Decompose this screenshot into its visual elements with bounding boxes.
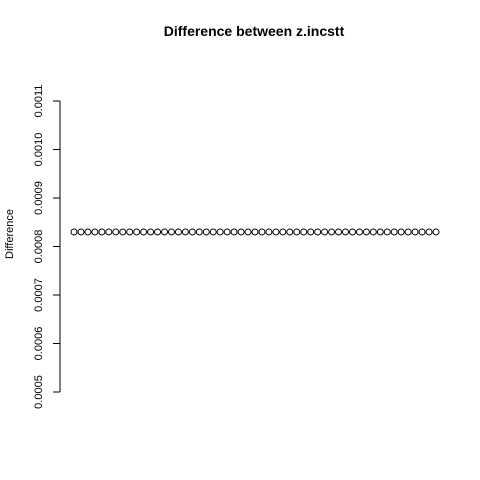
- data-point: [174, 228, 182, 236]
- data-point: [84, 228, 92, 236]
- data-point: [230, 228, 238, 236]
- data-point: [167, 228, 175, 236]
- data-point: [105, 228, 113, 236]
- data-point: [348, 228, 356, 236]
- data-point: [195, 228, 203, 236]
- data-point: [293, 228, 301, 236]
- data-point: [147, 228, 155, 236]
- data-point: [265, 228, 273, 236]
- data-point: [202, 228, 210, 236]
- data-point: [258, 228, 266, 236]
- data-point: [216, 228, 224, 236]
- data-point: [390, 228, 398, 236]
- data-point: [119, 228, 127, 236]
- data-point: [251, 228, 259, 236]
- y-axis-label: Difference: [4, 209, 16, 259]
- data-point: [432, 228, 440, 236]
- y-tick-label: 0.0007: [33, 278, 45, 312]
- y-tick-label: 0.0009: [33, 181, 45, 215]
- data-point: [342, 228, 349, 236]
- data-point: [91, 228, 99, 236]
- data-point: [418, 228, 426, 236]
- y-tick-label: 0.0008: [33, 230, 45, 264]
- data-point: [321, 228, 329, 236]
- data-point: [362, 228, 370, 236]
- data-point: [383, 228, 391, 236]
- data-point: [161, 228, 168, 236]
- data-point: [376, 228, 384, 236]
- data-point: [188, 228, 196, 236]
- data-point: [411, 228, 419, 236]
- data-point: [223, 228, 231, 236]
- data-point: [209, 228, 217, 236]
- data-point: [77, 228, 85, 236]
- data-point: [307, 228, 315, 236]
- y-tick-label: 0.0010: [33, 133, 45, 167]
- data-point: [369, 228, 377, 236]
- data-point: [154, 228, 162, 236]
- data-point: [397, 228, 405, 236]
- data-point: [355, 228, 363, 236]
- data-point: [98, 228, 106, 236]
- data-point: [181, 228, 189, 236]
- data-point: [140, 228, 148, 236]
- data-point: [279, 228, 287, 236]
- data-point: [335, 228, 343, 236]
- data-point: [112, 228, 120, 236]
- data-point: [286, 228, 294, 236]
- data-points: [70, 228, 440, 236]
- data-point: [300, 228, 308, 236]
- data-point: [425, 228, 433, 236]
- data-point: [314, 228, 322, 236]
- chart-title: Difference between z.incstt: [164, 23, 345, 39]
- data-point: [237, 228, 245, 236]
- data-point: [328, 228, 336, 236]
- data-point: [244, 228, 252, 236]
- y-tick-label: 0.0011: [33, 85, 45, 118]
- y-tick-label: 0.0006: [33, 327, 45, 361]
- data-point: [133, 228, 141, 236]
- data-point: [70, 228, 78, 236]
- data-point: [404, 228, 412, 236]
- data-point: [272, 228, 280, 236]
- y-axis: 0.0005 0.0006 0.0007 0.0008 0.0009 0.0010 0.00…: [33, 85, 61, 409]
- data-point: [126, 228, 134, 236]
- y-tick-label: 0.0005: [33, 375, 45, 409]
